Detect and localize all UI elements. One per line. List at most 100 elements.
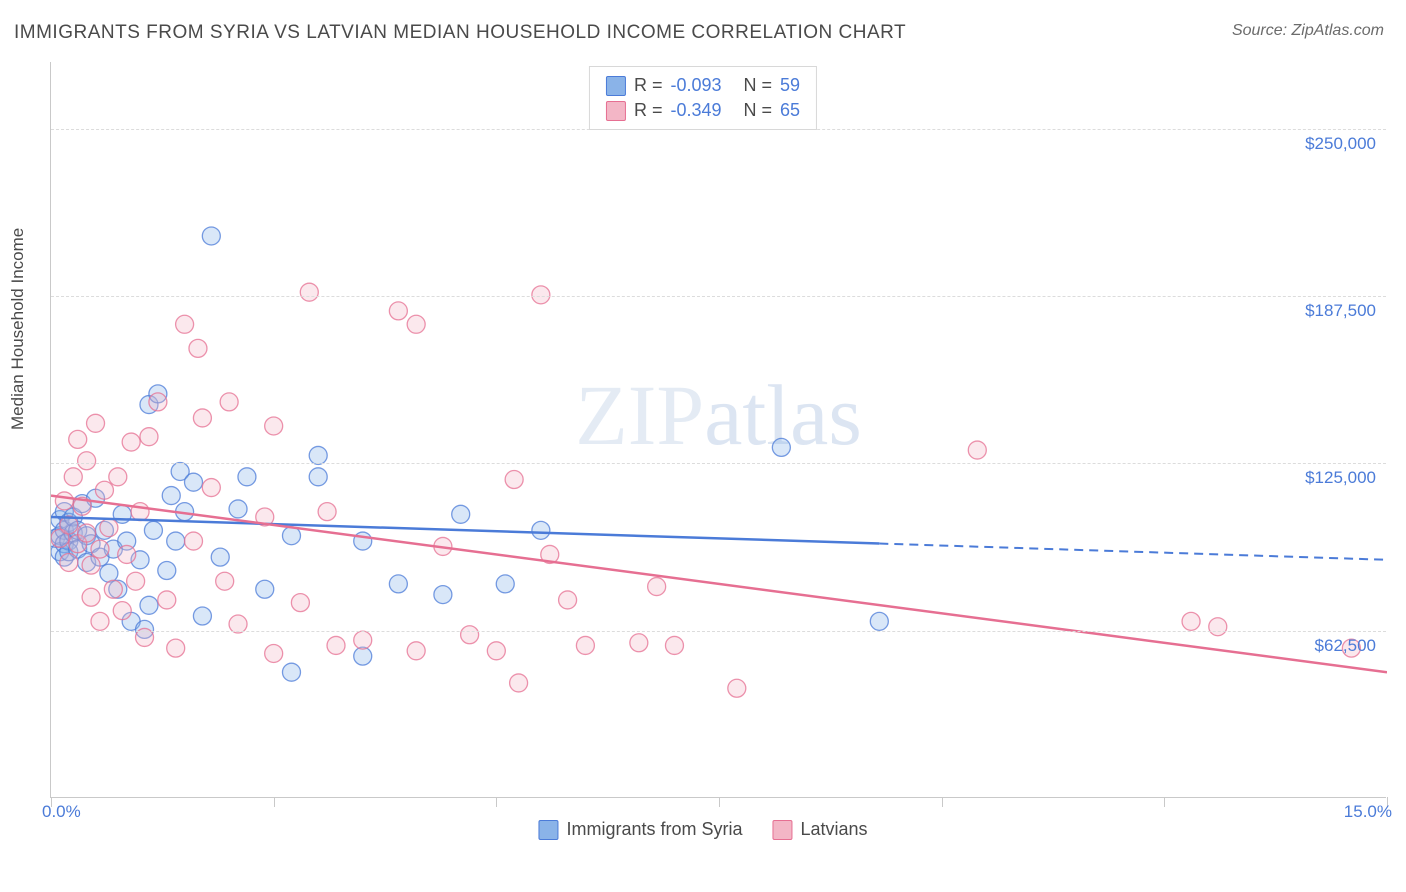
data-point xyxy=(64,468,82,486)
data-point xyxy=(407,642,425,660)
data-point xyxy=(265,644,283,662)
data-point xyxy=(772,438,790,456)
regression-line-dashed xyxy=(879,544,1387,560)
data-point xyxy=(216,572,234,590)
x-tick xyxy=(274,797,275,807)
data-point xyxy=(1182,612,1200,630)
y-axis-label: Median Household Income xyxy=(8,228,28,430)
data-point xyxy=(185,532,203,550)
data-point xyxy=(461,626,479,644)
data-point xyxy=(158,562,176,580)
data-point xyxy=(69,430,87,448)
data-point xyxy=(318,503,336,521)
data-point xyxy=(167,639,185,657)
data-point xyxy=(291,594,309,612)
x-tick xyxy=(942,797,943,807)
data-point xyxy=(576,636,594,654)
data-point xyxy=(118,545,136,563)
data-point xyxy=(452,505,470,523)
data-point xyxy=(149,393,167,411)
data-point xyxy=(300,283,318,301)
data-point xyxy=(487,642,505,660)
data-point xyxy=(389,302,407,320)
chart-title: IMMIGRANTS FROM SYRIA VS LATVIAN MEDIAN … xyxy=(14,22,906,44)
data-point xyxy=(407,315,425,333)
data-point xyxy=(665,636,683,654)
y-tick-label: $250,000 xyxy=(1305,134,1376,154)
data-point xyxy=(559,591,577,609)
data-point xyxy=(630,634,648,652)
data-point xyxy=(95,481,113,499)
data-point xyxy=(510,674,528,692)
data-point xyxy=(113,602,131,620)
data-point xyxy=(87,414,105,432)
x-tick xyxy=(496,797,497,807)
data-point xyxy=(968,441,986,459)
data-point xyxy=(193,409,211,427)
data-point xyxy=(532,521,550,539)
data-point xyxy=(238,468,256,486)
legend-row: R = -0.093 N = 59 xyxy=(606,73,800,98)
data-point xyxy=(505,471,523,489)
gridline xyxy=(51,463,1386,464)
x-tick xyxy=(1164,797,1165,807)
data-point xyxy=(140,596,158,614)
data-point xyxy=(158,591,176,609)
data-point xyxy=(127,572,145,590)
legend-item: Immigrants from Syria xyxy=(538,819,742,840)
data-point xyxy=(434,586,452,604)
data-point xyxy=(167,532,185,550)
data-point xyxy=(354,631,372,649)
source-attribution: Source: ZipAtlas.com xyxy=(1232,22,1384,40)
scatter-svg xyxy=(51,62,1387,798)
x-axis-max-label: 15.0% xyxy=(1344,802,1392,822)
data-point xyxy=(1209,618,1227,636)
data-point xyxy=(728,679,746,697)
data-point xyxy=(354,647,372,665)
data-point xyxy=(78,452,96,470)
data-point xyxy=(144,521,162,539)
plot-area: ZIPatlas $62,500$125,000$187,500$250,000 xyxy=(50,62,1386,798)
data-point xyxy=(211,548,229,566)
regression-line xyxy=(51,496,1387,673)
legend-item: Latvians xyxy=(772,819,867,840)
correlation-legend: R = -0.093 N = 59 R = -0.349 N = 65 xyxy=(589,66,817,130)
data-point xyxy=(82,556,100,574)
data-point xyxy=(55,492,73,510)
data-point xyxy=(82,588,100,606)
data-point xyxy=(109,468,127,486)
data-point xyxy=(91,612,109,630)
data-point xyxy=(202,227,220,245)
data-point xyxy=(256,580,274,598)
legend-row: R = -0.349 N = 65 xyxy=(606,98,800,123)
data-point xyxy=(100,564,118,582)
data-point xyxy=(78,524,96,542)
data-point xyxy=(532,286,550,304)
data-point xyxy=(309,446,327,464)
data-point xyxy=(220,393,238,411)
data-point xyxy=(189,339,207,357)
x-tick xyxy=(719,797,720,807)
data-point xyxy=(100,519,118,537)
data-point xyxy=(265,417,283,435)
data-point xyxy=(282,663,300,681)
data-point xyxy=(185,473,203,491)
gridline xyxy=(51,631,1386,632)
y-tick-label: $187,500 xyxy=(1305,301,1376,321)
data-point xyxy=(91,540,109,558)
data-point xyxy=(162,487,180,505)
data-point xyxy=(140,428,158,446)
data-point xyxy=(104,580,122,598)
data-point xyxy=(496,575,514,593)
series-legend: Immigrants from Syria Latvians xyxy=(538,819,867,840)
data-point xyxy=(176,315,194,333)
data-point xyxy=(229,500,247,518)
x-axis-min-label: 0.0% xyxy=(42,802,81,822)
gridline xyxy=(51,296,1386,297)
data-point xyxy=(193,607,211,625)
data-point xyxy=(122,433,140,451)
data-point xyxy=(60,553,78,571)
y-tick-label: $62,500 xyxy=(1315,636,1376,656)
y-tick-label: $125,000 xyxy=(1305,468,1376,488)
data-point xyxy=(309,468,327,486)
